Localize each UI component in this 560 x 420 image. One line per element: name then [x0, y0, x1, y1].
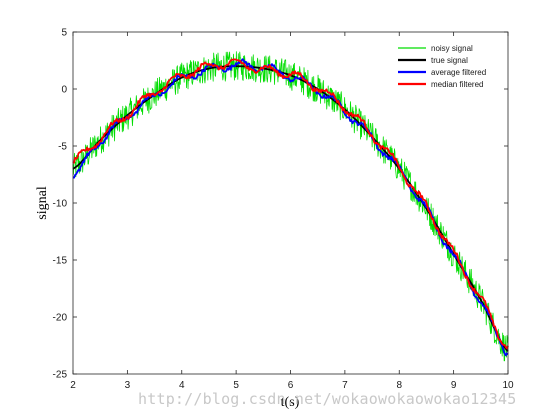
- x-tick-label: 9: [451, 380, 457, 391]
- x-tick-label: 5: [233, 380, 239, 391]
- x-tick-label: 4: [179, 380, 185, 391]
- y-tick-label: -25: [53, 370, 68, 381]
- legend-entry: median filtered: [431, 80, 483, 89]
- y-tick-label: -5: [58, 142, 67, 153]
- y-tick-label: -15: [53, 256, 68, 267]
- series-layer: [72, 51, 509, 362]
- x-tick-label: 10: [502, 380, 514, 391]
- legend-entry: noisy signal: [431, 44, 473, 53]
- y-axis: 5 0 -5 -10 -15 -20 -25: [53, 28, 508, 381]
- x-tick-label: 8: [396, 380, 402, 391]
- x-tick-label: 2: [70, 380, 76, 391]
- x-axis: 2 3 4 5 6 7 8 9 10: [70, 32, 514, 391]
- legend: noisy signal true signal average filtered m…: [398, 44, 486, 89]
- x-axis-label: t(s): [281, 395, 300, 410]
- y-axis-label: signal: [35, 186, 50, 220]
- y-tick-label: -10: [53, 199, 68, 210]
- series-line-median-filtered: [72, 58, 509, 350]
- legend-entry: true signal: [431, 56, 468, 65]
- legend-entry: average filtered: [431, 68, 486, 77]
- y-tick-label: 5: [61, 28, 67, 39]
- y-tick-label: -20: [53, 313, 68, 324]
- x-tick-label: 7: [342, 380, 348, 391]
- x-tick-label: 6: [288, 380, 294, 391]
- watermark: http://blog.csdn.net/wokaowokaowokao1234…: [138, 390, 517, 408]
- series-line-noisy-signal: [72, 51, 509, 362]
- y-tick-label: 0: [61, 85, 67, 96]
- x-tick-label: 3: [125, 380, 131, 391]
